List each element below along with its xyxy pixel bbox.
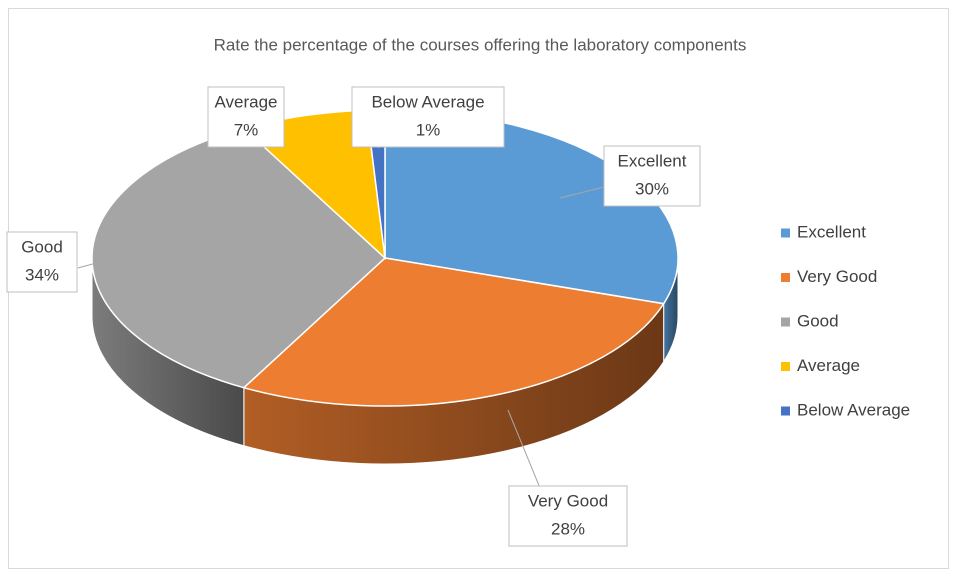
data-label-value: 28% xyxy=(551,519,585,538)
legend-label: Excellent xyxy=(797,222,866,241)
chart-title: Rate the percentage of the courses offer… xyxy=(214,35,747,54)
data-label-name: Excellent xyxy=(618,151,687,170)
data-label-value: 30% xyxy=(635,179,669,198)
label-box xyxy=(508,485,628,547)
legend-label: Good xyxy=(797,311,839,330)
pie-slice xyxy=(91,127,387,389)
data-label-name: Good xyxy=(21,237,63,256)
label-box xyxy=(6,231,78,293)
data-label-value: 34% xyxy=(25,265,59,284)
label-box xyxy=(603,145,701,207)
data-label-name: Average xyxy=(214,92,277,111)
leader-line xyxy=(507,409,541,489)
legend-swatch xyxy=(781,406,790,416)
legend-swatch xyxy=(781,228,790,238)
legend-swatch xyxy=(781,317,790,327)
legend-label: Below Average xyxy=(797,400,910,419)
legend-swatch xyxy=(781,362,790,371)
data-label-value: 7% xyxy=(234,120,259,139)
data-label-value: 1% xyxy=(416,120,441,139)
label-box xyxy=(207,86,285,148)
legend-swatch xyxy=(781,273,790,282)
leader-line xyxy=(559,184,613,199)
label-box xyxy=(351,86,505,148)
leader-line xyxy=(77,261,101,269)
data-label-name: Very Good xyxy=(528,491,608,510)
pie-slice xyxy=(242,257,665,407)
legend-label: Average xyxy=(797,356,860,375)
data-label-name: Below Average xyxy=(371,92,484,111)
legend-label: Very Good xyxy=(797,267,877,286)
